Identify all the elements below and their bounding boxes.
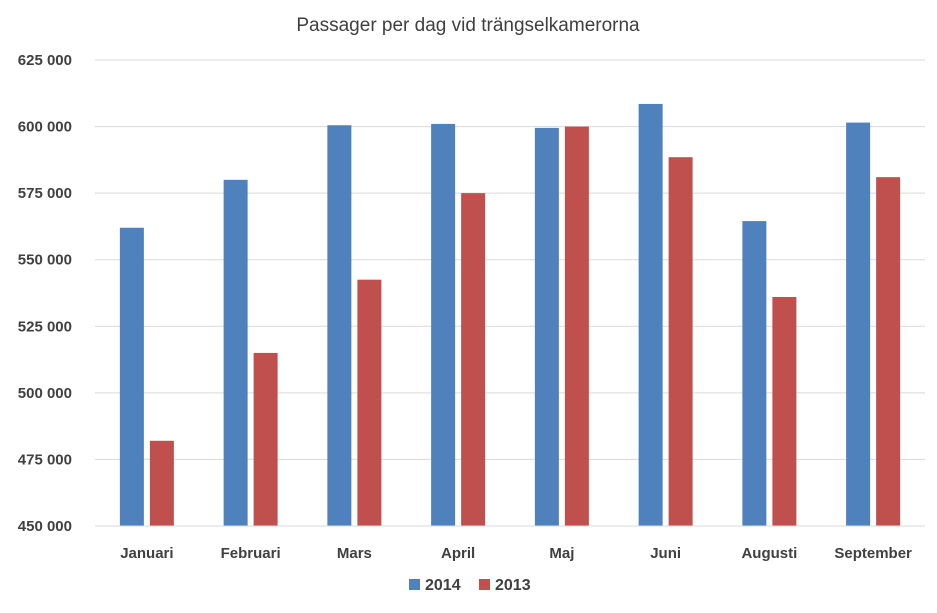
y-tick-label: 600 000 [18,119,72,136]
x-category-label: April [441,545,475,562]
x-category-label: Mars [337,545,372,562]
bar-2014-juni [638,103,663,527]
chart-title: Passager per dag vid trängselkamerorna [296,15,640,36]
legend-label: 2013 [495,577,531,594]
bar-2013-januari [149,440,174,526]
bar-2013-april [461,193,486,526]
bar-2014-mars [327,125,352,527]
bar-2014-september [846,122,871,526]
bars [119,103,901,527]
x-category-label: Juni [650,545,681,562]
y-tick-label: 625 000 [18,52,72,69]
x-category-label: Januari [120,545,173,562]
legend-swatch-2013 [479,579,490,590]
x-axis-category-labels: Januari Februari Mars April Maj Juni Augusti Se… [120,545,912,562]
x-category-label: September [834,545,912,562]
x-category-label: Augusti [741,545,797,562]
bar-2013-juni [668,157,693,527]
y-axis-tick-labels: 450 000 475 000 500 000 525 000 550 000 575 0… [18,52,72,535]
y-tick-label: 525 000 [18,318,72,335]
bar-2013-september [876,177,901,526]
bar-2013-mars [357,279,382,526]
legend-label: 2014 [425,577,461,594]
bar-2014-april [431,123,456,526]
x-category-label: Februari [221,545,281,562]
bar-2014-augusti [742,221,767,527]
bar-2013-augusti [772,296,797,526]
y-tick-label: 575 000 [18,185,72,202]
bar-2014-februari [223,179,248,527]
bar-2013-maj [564,126,589,527]
x-category-label: Maj [549,545,574,562]
bar-2013-februari [253,352,278,526]
legend: 2014 2013 [409,577,531,594]
legend-swatch-2014 [409,579,420,590]
bar-2014-maj [534,127,559,526]
y-tick-label: 500 000 [18,385,72,402]
bar-2014-januari [119,227,144,526]
y-tick-label: 450 000 [18,518,72,535]
y-tick-label: 475 000 [18,451,72,468]
y-tick-label: 550 000 [18,252,72,269]
gridlines [95,59,925,460]
